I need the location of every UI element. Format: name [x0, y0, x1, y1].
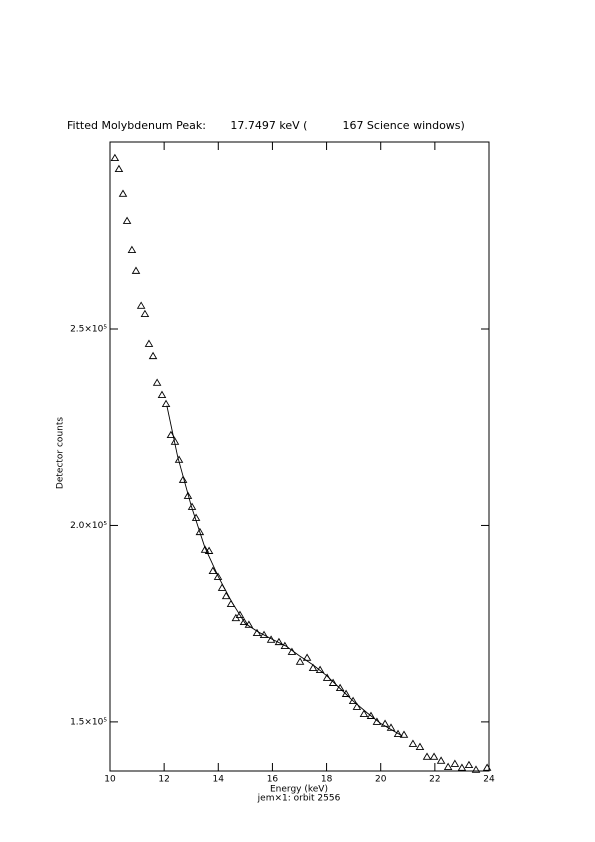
triangle-marker: [415, 742, 425, 750]
triangle-marker: [429, 752, 439, 760]
triangle-marker: [131, 266, 141, 274]
triangle-marker: [183, 491, 193, 499]
triangle-marker: [140, 309, 150, 318]
triangle-marker: [386, 723, 396, 731]
triangle-marker: [408, 739, 418, 747]
y-tick-label: 1.5×10⁵: [70, 717, 107, 727]
triangle-marker: [195, 527, 205, 536]
y-axis-label: Detector counts: [56, 417, 66, 489]
triangle-marker: [122, 216, 132, 224]
triangle-marker: [157, 390, 167, 398]
x-tick-label: 16: [267, 775, 279, 785]
triangle-marker: [287, 647, 297, 655]
triangle-marker: [341, 689, 351, 697]
triangle-marker: [144, 339, 154, 347]
triangle-marker: [161, 399, 171, 408]
y-tick-label: 2.5×10⁵: [70, 325, 107, 335]
chart-title: Fitted Molybdenum Peak: 17.7497 keV ( 16…: [67, 119, 465, 132]
plot-frame: [109, 141, 490, 772]
x-tick-label: 20: [375, 775, 387, 785]
triangle-marker: [118, 189, 128, 197]
triangle-marker: [457, 763, 467, 771]
triangle-marker: [372, 717, 382, 725]
triangle-marker: [302, 653, 312, 661]
fit-line: [166, 405, 403, 737]
x-tick-label: 22: [429, 775, 440, 785]
triangle-marker: [200, 545, 210, 553]
triangle-marker: [366, 711, 376, 719]
triangle-marker: [359, 709, 369, 717]
triangle-marker: [422, 752, 432, 760]
triangle-marker: [328, 678, 338, 686]
triangle-marker: [450, 759, 460, 767]
triangle-marker: [322, 673, 332, 681]
triangle-marker: [127, 245, 137, 253]
triangle-marker: [348, 696, 358, 705]
triangle-marker: [114, 164, 124, 173]
x-tick-label: 24: [483, 775, 495, 785]
triangle-marker: [148, 351, 158, 360]
triangle-marker: [110, 153, 120, 162]
x-tick-label: 10: [104, 775, 116, 785]
triangle-marker: [482, 763, 492, 771]
triangle-marker: [204, 546, 214, 554]
triangle-marker: [399, 730, 409, 738]
x-tick-label: 14: [213, 775, 225, 785]
triangle-marker: [235, 610, 245, 618]
triangle-marker: [178, 475, 188, 483]
triangle-marker: [308, 663, 318, 672]
triangle-marker: [136, 301, 146, 309]
triangle-marker: [213, 572, 223, 580]
x-tick-label: 18: [321, 775, 333, 785]
triangle-marker: [208, 566, 218, 574]
triangle-marker: [464, 760, 474, 769]
triangle-marker: [380, 719, 390, 727]
y-tick-label: 2.0×10⁵: [70, 521, 107, 531]
subtitle: jem×1: orbit 2556: [257, 794, 341, 804]
triangle-marker: [443, 762, 453, 771]
triangle-marker: [152, 378, 162, 386]
triangle-marker: [393, 729, 403, 738]
triangle-marker: [352, 702, 362, 710]
x-tick-label: 12: [158, 775, 169, 785]
triangle-marker: [239, 617, 249, 626]
triangle-marker: [280, 641, 290, 650]
x-axis-label: Energy (keV): [270, 785, 328, 795]
triangle-marker: [295, 657, 305, 665]
triangle-marker: [335, 683, 345, 692]
triangle-marker: [436, 756, 446, 764]
triangle-marker: [315, 665, 325, 673]
triangle-marker: [221, 591, 231, 600]
triangle-marker: [471, 765, 481, 773]
